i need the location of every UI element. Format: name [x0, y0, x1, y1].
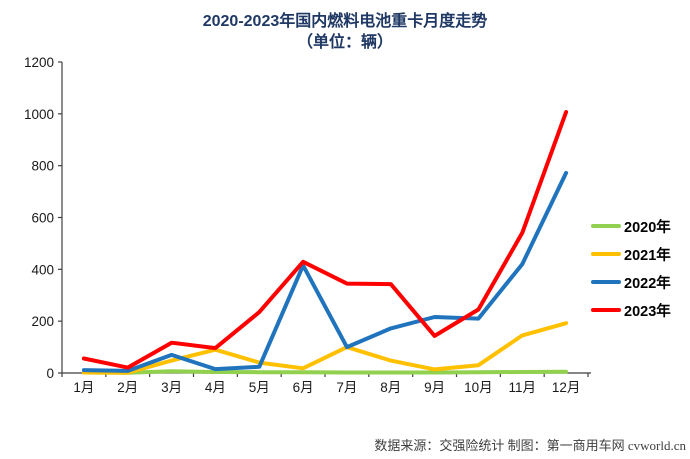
series-line-2023年 — [81, 110, 569, 370]
series-line-2020年 — [81, 369, 569, 375]
chart-footer: 数据来源：交强险统计 制图：第一商用车网 cvworld.cn — [374, 438, 686, 453]
legend-item-2022年: 2022年 — [591, 268, 671, 296]
y-tick-label: 400 — [31, 262, 54, 277]
x-tick-label: 3月 — [161, 380, 182, 395]
legend-item-2021年: 2021年 — [591, 240, 671, 268]
legend-label: 2022年 — [624, 275, 671, 292]
x-tick-label: 1月 — [73, 380, 94, 395]
y-tick-label: 800 — [31, 159, 54, 174]
legend-label: 2020年 — [624, 219, 671, 236]
legend-item-2023年: 2023年 — [591, 296, 671, 324]
x-tick-label: 8月 — [380, 380, 401, 395]
x-tick-label: 11月 — [508, 380, 536, 395]
chart-title-block: 2020-2023年国内燃料电池重卡月度走势 （单位：辆） — [0, 11, 690, 53]
y-tick-label: 200 — [31, 314, 54, 329]
x-tick-label: 7月 — [336, 380, 357, 395]
series-line-2021年 — [81, 321, 569, 375]
y-tick-label: 1200 — [24, 55, 54, 70]
x-tick-label: 6月 — [293, 380, 314, 395]
x-tick-label: 12月 — [552, 380, 581, 395]
legend-label: 2021年 — [624, 247, 671, 264]
chart-subtitle: （单位：辆） — [296, 34, 393, 51]
x-tick-label: 4月 — [205, 380, 226, 395]
x-tick-label: 9月 — [424, 380, 445, 395]
legend-swatch — [591, 280, 621, 284]
chart-title: 2020-2023年国内燃料电池重卡月度走势 — [202, 13, 488, 30]
legend-swatch — [591, 308, 621, 312]
legend: 2020年 2021年 2022年 2023年 — [591, 212, 671, 324]
legend-swatch — [591, 224, 621, 228]
legend-item-2020年: 2020年 — [591, 212, 671, 240]
y-tick-label: 0 — [46, 366, 54, 381]
y-tick-label: 1000 — [24, 107, 54, 122]
series-line-2022年 — [81, 170, 569, 373]
x-tick-label: 2月 — [117, 380, 138, 395]
x-tick-label: 10月 — [464, 380, 493, 395]
y-tick-label: 600 — [31, 211, 54, 226]
x-tick-label: 5月 — [249, 380, 270, 395]
legend-swatch — [591, 252, 621, 256]
legend-label: 2023年 — [624, 303, 671, 320]
